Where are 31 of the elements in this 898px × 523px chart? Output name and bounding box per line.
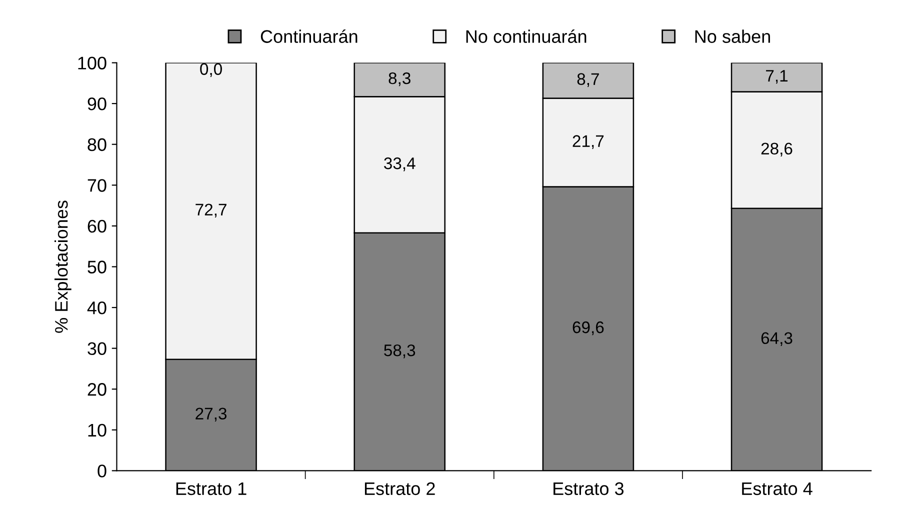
data-label: 64,3 [761, 332, 792, 346]
data-label: 58,3 [384, 344, 416, 358]
data-label: 8,3 [388, 72, 410, 86]
y-tick-label: 30 [88, 342, 106, 356]
data-label: 0,0 [200, 63, 222, 77]
x-tick-label: Estrato 1 [176, 482, 246, 496]
data-label: 69,6 [572, 321, 604, 336]
y-tick-label: 40 [87, 301, 106, 314]
legend-label: No continuarán [466, 29, 586, 43]
y-tick-label: 0 [98, 464, 106, 478]
y-axis-title: % Explotaciones [54, 200, 72, 333]
x-tick-label: Estrato 4 [742, 482, 812, 496]
data-label: 27,3 [196, 408, 227, 422]
y-tick-label: 80 [88, 138, 106, 152]
y-tick-label: 90 [88, 97, 106, 110]
y-tick-label: 100 [78, 56, 106, 70]
x-tick-label: Estrato 2 [364, 482, 435, 496]
data-label: 21,7 [572, 135, 604, 149]
y-tick-label: 20 [88, 383, 106, 396]
data-label: 28,6 [761, 142, 792, 156]
data-label: 72,7 [196, 204, 226, 218]
y-tick-label: 60 [88, 220, 106, 233]
y-tick-label: 10 [88, 424, 106, 437]
data-label: 33,4 [384, 157, 416, 172]
y-tick-label: 50 [88, 260, 106, 274]
data-label: 7,1 [766, 70, 788, 84]
legend-label: No saben [695, 30, 770, 43]
y-tick-label: 70 [88, 179, 106, 192]
x-tick-label: Estrato 3 [554, 482, 624, 496]
legend-label: Continuarán [260, 29, 358, 43]
data-label: 8,7 [577, 73, 599, 87]
